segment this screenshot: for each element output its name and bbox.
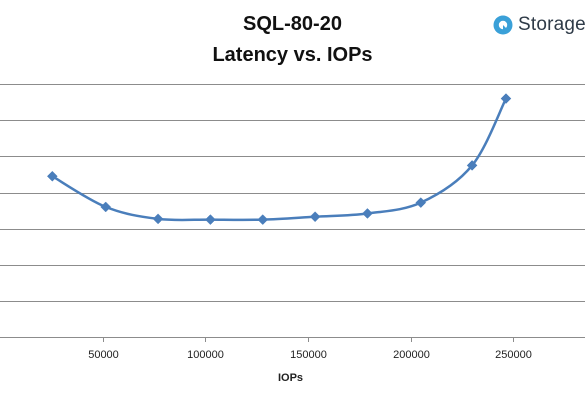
- data-point-marker: [46, 170, 58, 182]
- chart-subtitle: Latency vs. IOPs: [212, 44, 373, 66]
- data-point-marker: [500, 93, 512, 104]
- data-point-marker: [205, 214, 216, 225]
- data-point-marker: [466, 160, 478, 171]
- brand-name: Storage: [518, 14, 585, 35]
- x-tick-label: 200000: [393, 349, 430, 361]
- data-point-marker: [152, 213, 164, 225]
- x-axis-label: IOPs: [278, 372, 303, 384]
- chart-title: SQL-80-20: [243, 13, 342, 35]
- data-point-marker: [362, 208, 373, 219]
- data-point-marker: [415, 197, 427, 208]
- gridlines: [0, 84, 585, 302]
- data-point-marker: [100, 201, 112, 213]
- series-line: [51, 98, 508, 222]
- x-tick-label: 50000: [88, 349, 119, 361]
- data-point-marker: [257, 214, 269, 225]
- data-point-marker: [309, 211, 321, 223]
- x-tick-label: 150000: [290, 349, 327, 361]
- x-axis-ticks: 50000 100000 150000 200000 250000: [88, 337, 532, 361]
- storage-logo-icon: [493, 15, 513, 35]
- brand-logo: Storage: [493, 14, 585, 36]
- x-tick-label: 250000: [495, 349, 532, 361]
- series-markers: [46, 93, 512, 225]
- x-tick-label: 100000: [187, 349, 224, 361]
